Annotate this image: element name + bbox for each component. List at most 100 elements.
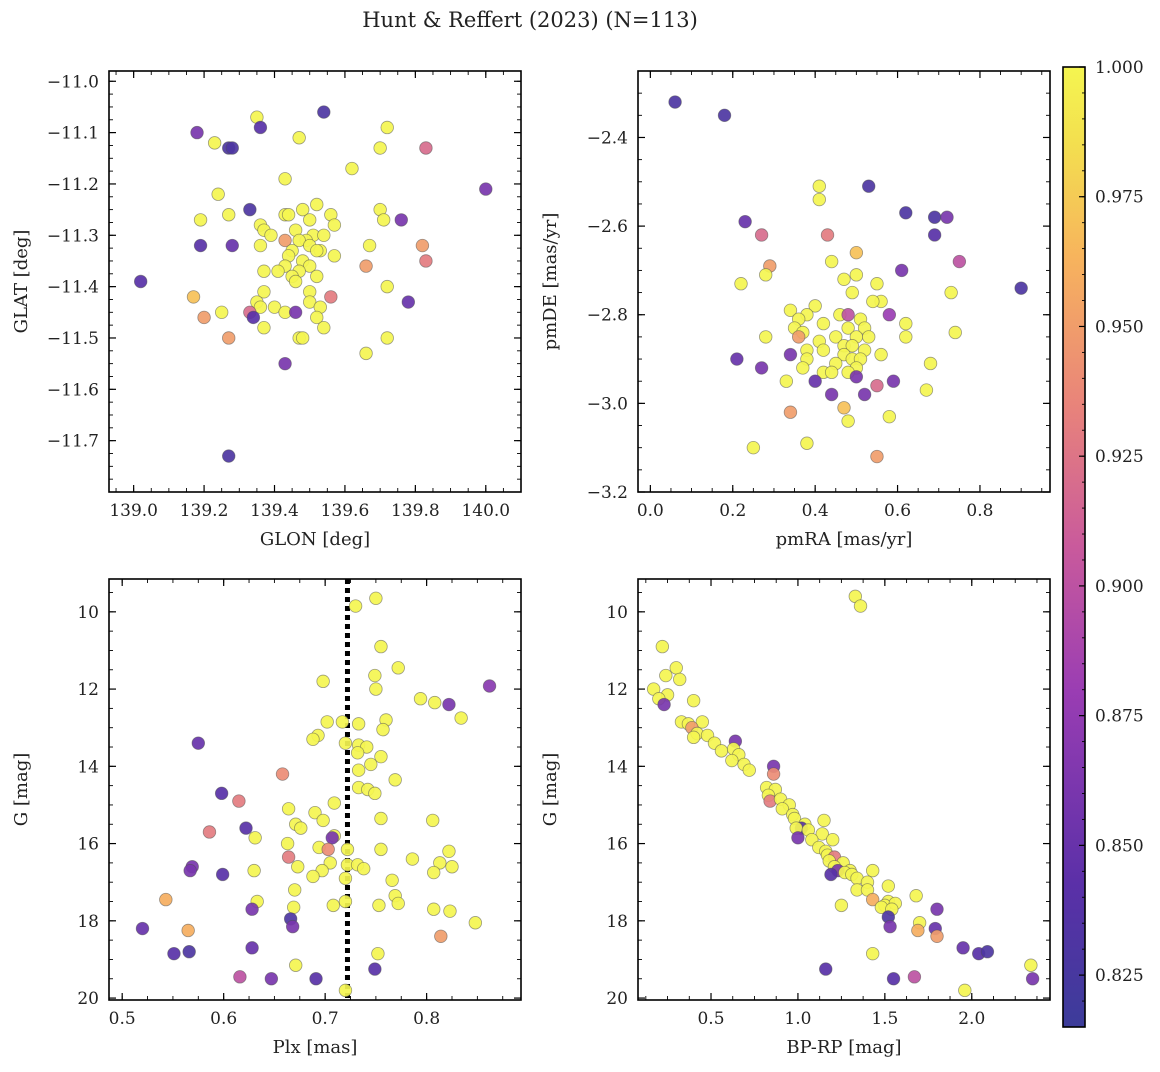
data-point [886,972,901,986]
data-point [323,856,337,870]
data-point [816,343,831,357]
data-point [317,105,331,119]
data-point [247,863,261,878]
colorbar-tick-label: 0.975 [1095,188,1144,208]
data-point [837,401,851,415]
data-point [281,850,296,864]
data-point [686,693,701,708]
data-point [306,732,320,746]
data-point [310,269,324,284]
data-point [280,836,295,851]
data-point [372,898,386,913]
data-point [340,842,355,857]
data-point [930,929,944,943]
data-point [374,639,388,654]
scatter-bprp-g: 0.5 1.0 1.5 2.0 10 12 14 16 18 20 BP-RP [mag] G [ma… [540,578,1051,1058]
data-point [281,208,296,222]
data-point [278,233,292,248]
data-point [730,352,744,366]
data-point [351,717,366,731]
x-axis-label: BP-RP [mag] [786,1037,901,1058]
x-axis-label: pmRA [mas/yr] [776,529,913,550]
data-point [894,263,909,278]
data-point [742,763,756,777]
data-point [373,141,387,155]
y-tick-label: 14 [606,757,628,777]
y-tick-label: 10 [77,603,99,623]
data-point [882,409,897,424]
data-point [351,763,366,777]
colorbar-tick-label: 0.825 [1095,966,1144,986]
data-point [133,274,148,289]
y-tick-label: −2.4 [587,128,628,148]
data-point [186,290,201,304]
data-point [819,962,833,976]
data-point [338,983,353,998]
data-point [911,923,925,938]
data-point [454,711,468,725]
data-point [191,736,206,750]
data-point [310,243,324,258]
data-point [956,941,970,955]
data-point [907,970,922,984]
data-point [927,210,942,224]
data-point [791,831,805,845]
data-point [669,661,683,675]
plot-frame [637,578,1051,1001]
data-point [428,695,442,710]
colorbar: 0.825 0.850 0.875 0.900 0.925 0.950 0.975 1.000 [1062,58,1144,1028]
data-point [288,305,303,320]
data-point [327,218,342,232]
data-point [796,361,810,375]
y-tick-label: −2.6 [587,217,628,237]
data-point [306,869,320,884]
x-tick-label: 139.2 [180,501,229,521]
data-point [413,692,428,706]
y-tick-label: −11.2 [47,175,99,195]
x-tick-label: 139.8 [391,501,440,521]
data-point [874,347,888,362]
data-point [824,254,839,269]
x-tick-label: 1.5 [871,1009,898,1029]
data-point [215,867,230,882]
data-point [388,773,402,787]
data-point [167,946,181,961]
data-point [264,972,279,986]
plot-frame [108,70,522,493]
data-point [348,599,363,613]
data-point [808,299,822,313]
data-point [734,277,748,291]
data-point [841,414,855,428]
data-point [197,310,211,325]
data-point [919,383,934,397]
data-point [870,449,884,464]
y-tick-label: −11.3 [47,226,99,246]
data-point [427,865,441,880]
data-point [374,749,388,764]
data-point [958,983,972,998]
data-point [479,182,493,196]
scatter-plx-g: 0.5 0.6 0.7 0.8 10 12 14 16 18 20 Plx [mas] G [mag] [11,578,522,1058]
data-point [222,331,236,345]
data-point [211,187,225,201]
x-tick-label: 139.6 [321,501,370,521]
data-point [278,356,292,371]
data-point [657,697,671,712]
data-point [275,767,290,781]
data-point [820,228,835,242]
data-point [401,295,416,309]
data-point [783,405,798,419]
data-point [289,958,303,972]
y-tick-label: 20 [606,989,628,1009]
data-point [362,238,377,253]
x-tick-label: 0.0 [637,501,664,521]
data-point [415,238,430,253]
data-point [482,679,497,693]
data-point [791,330,806,344]
data-point [338,871,353,886]
x-tick-label: 140.0 [461,501,510,521]
x-tick-label: 0.6 [884,501,911,521]
data-point [940,210,954,224]
data-point [746,440,761,455]
